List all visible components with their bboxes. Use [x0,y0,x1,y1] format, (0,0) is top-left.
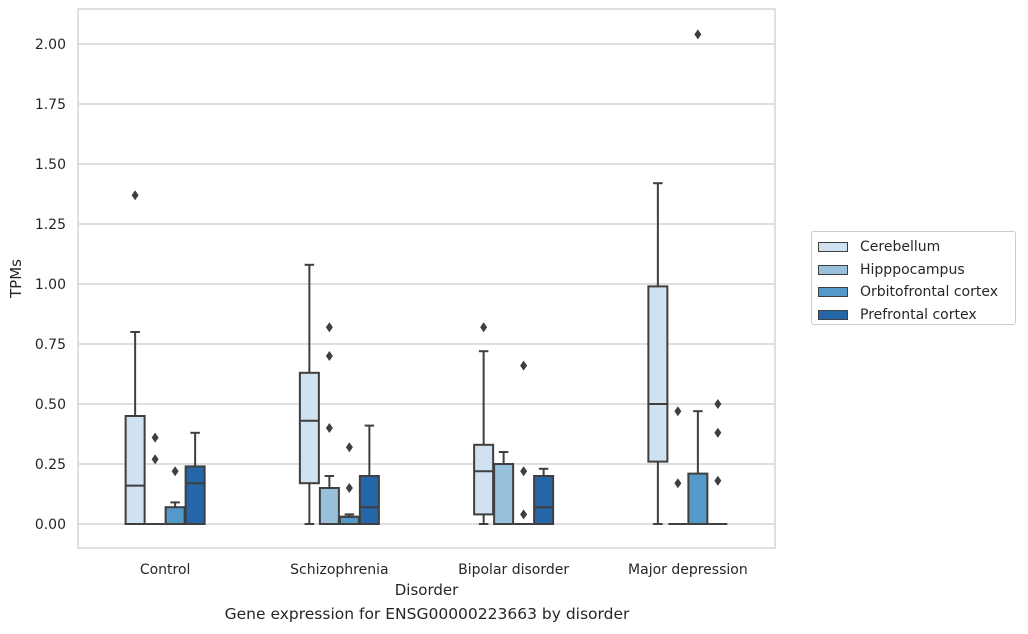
box-2-2 [514,360,534,525]
y-tick-label: 1.25 [35,217,66,233]
legend-item: Cerebellum [818,236,1015,259]
outlier-point [325,351,333,361]
box-3-3 [708,399,728,525]
box-body [164,506,186,526]
x-tick-label: Bipolar disorder [458,562,569,578]
box-body [687,472,709,526]
legend: Cerebellum Hipppocampus Orbitofrontal cort… [811,231,1016,325]
y-tick-label: 0.00 [35,517,66,533]
box-3-0 [184,431,206,525]
grid-lines [78,43,775,525]
outlier-point [714,475,722,486]
legend-label: Prefrontal cortex [860,306,977,323]
outlier-point [171,466,179,477]
y-tick-label: 1.00 [35,277,66,293]
legend-item: Orbitofrontal cortex [818,281,1015,304]
plot-frame [77,8,776,549]
y-tick-label: 1.75 [35,97,66,113]
outlier-point [520,509,528,520]
box-0-3 [647,182,669,525]
box-body [473,443,495,516]
x-tick-label: Control [140,562,191,578]
y-tick-label: 2.00 [35,37,66,53]
box-body [298,371,320,485]
outlier-point [131,190,139,201]
outlier-point [714,427,722,438]
box-body [318,487,340,525]
box-1-0 [145,432,165,525]
outlier-point [520,360,528,371]
box-3-1 [358,424,380,525]
outlier-point [151,432,159,443]
outlier-point [674,406,682,417]
legend-label: Hipppocampus [860,261,965,278]
outlier-point [325,322,333,333]
x-tick-label: Schizophrenia [290,562,388,578]
y-tick-label: 0.50 [35,397,66,413]
box-0-0 [124,190,146,525]
y-axis-title: TPMs [7,259,25,299]
box-series [124,29,728,526]
box-1-1 [318,322,340,525]
outlier-point [151,454,159,465]
legend-swatch [818,309,848,320]
box-2-0 [164,466,186,526]
y-tick-label: 0.25 [35,457,66,473]
y-tick-label: 1.50 [35,157,66,173]
legend-item: Prefrontal cortex [818,304,1015,327]
x-axis-title: Disorder [395,581,459,599]
box-2-3 [687,29,709,526]
outlier-point [345,483,353,493]
legend-item: Hipppocampus [818,259,1015,282]
box-body [338,515,360,525]
box-body [184,465,206,525]
box-0-1 [298,263,320,525]
legend-label: Orbitofrontal cortex [860,284,998,301]
box-0-2 [473,322,495,525]
box-body [647,285,669,463]
box-2-1 [338,442,360,525]
box-1-2 [493,451,515,525]
y-tick-labels: 0.00 0.25 0.50 0.75 1.00 1.25 1.50 1.75 2.00 [35,37,66,533]
outlier-point [325,423,333,433]
box-3-2 [533,467,555,525]
outlier-point [520,466,528,477]
box-body [358,475,380,525]
chart-caption: Gene expression for ENSG00000223663 by d… [224,605,630,623]
outlier-point [694,29,702,40]
outlier-point [480,322,488,333]
box-body [493,463,515,525]
box-body [533,475,555,525]
legend-swatch [818,242,848,253]
x-tick-labels: Control Schizophrenia Bipolar disorder Majo… [140,562,748,578]
legend-label: Cerebellum [860,239,941,256]
outlier-point [714,399,722,409]
legend-swatch [818,287,848,298]
outlier-point [345,442,353,453]
legend-swatch [818,264,848,275]
box-1-3 [668,406,688,525]
outlier-point [674,478,682,489]
y-tick-label: 0.75 [35,337,66,353]
x-tick-label: Major depression [628,562,748,578]
box-body [124,415,146,525]
